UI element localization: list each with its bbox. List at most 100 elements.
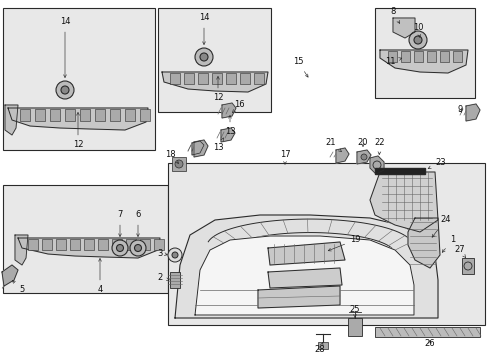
Polygon shape [5, 105, 18, 135]
Text: 26: 26 [424, 339, 434, 348]
Circle shape [134, 244, 141, 252]
Circle shape [175, 160, 183, 168]
Bar [183, 73, 194, 84]
Bar [95, 109, 105, 121]
Text: 15: 15 [292, 58, 307, 77]
Text: 23: 23 [427, 158, 445, 169]
Text: 14: 14 [198, 13, 209, 45]
Circle shape [200, 53, 207, 61]
Text: 21: 21 [325, 139, 341, 152]
Text: 2: 2 [158, 274, 169, 283]
Text: 6: 6 [135, 211, 141, 237]
Circle shape [172, 252, 178, 258]
Polygon shape [374, 168, 424, 174]
Bar [400, 51, 409, 62]
Text: 24: 24 [431, 216, 449, 237]
Circle shape [408, 31, 426, 49]
Polygon shape [15, 235, 28, 265]
Bar [168, 163, 484, 325]
Circle shape [413, 36, 421, 44]
Bar [140, 109, 150, 121]
Bar [347, 318, 361, 336]
Text: 18: 18 [165, 150, 178, 163]
Circle shape [61, 86, 69, 94]
Text: 1: 1 [441, 235, 454, 252]
Polygon shape [356, 150, 370, 164]
Bar [413, 51, 422, 62]
Bar [317, 342, 327, 349]
Bar [56, 239, 66, 250]
Bar [126, 239, 136, 250]
Polygon shape [392, 18, 414, 38]
Text: 19: 19 [327, 235, 360, 251]
Polygon shape [465, 104, 479, 121]
Bar [374, 8, 474, 98]
Bar [20, 109, 30, 121]
Polygon shape [379, 50, 467, 73]
Polygon shape [335, 148, 348, 163]
Text: 13: 13 [212, 138, 223, 153]
Bar [80, 109, 90, 121]
Bar [172, 157, 185, 171]
Text: 28: 28 [314, 342, 325, 355]
Bar [253, 73, 264, 84]
Bar [84, 239, 94, 250]
Bar [3, 185, 168, 293]
Bar [70, 239, 80, 250]
Bar [212, 73, 222, 84]
Bar [461, 258, 473, 274]
Text: 16: 16 [232, 100, 244, 113]
Bar [225, 73, 236, 84]
Bar [42, 239, 52, 250]
Polygon shape [8, 108, 148, 130]
Polygon shape [221, 128, 235, 142]
Circle shape [195, 48, 213, 66]
Text: 17: 17 [279, 150, 290, 164]
Bar [65, 109, 75, 121]
Bar [170, 73, 180, 84]
Polygon shape [208, 219, 411, 251]
Text: 8: 8 [389, 8, 399, 23]
Bar [140, 239, 150, 250]
Polygon shape [407, 218, 439, 268]
Polygon shape [175, 215, 437, 318]
Bar [170, 272, 180, 288]
Text: 9: 9 [457, 105, 462, 114]
Text: 13: 13 [224, 116, 235, 136]
Text: 12: 12 [73, 112, 83, 149]
Polygon shape [195, 236, 413, 315]
Text: 27: 27 [453, 246, 465, 257]
Polygon shape [258, 286, 339, 308]
Polygon shape [267, 268, 341, 288]
Bar [28, 239, 38, 250]
Bar [154, 239, 163, 250]
Circle shape [56, 81, 74, 99]
Bar [3, 8, 155, 150]
Text: 20: 20 [357, 139, 367, 148]
Text: 7: 7 [117, 211, 122, 237]
Polygon shape [369, 156, 383, 174]
Bar [125, 109, 135, 121]
Text: 12: 12 [212, 76, 223, 103]
Circle shape [130, 240, 146, 256]
Polygon shape [369, 172, 437, 232]
Bar [50, 109, 60, 121]
Text: 3: 3 [157, 248, 167, 257]
Bar [112, 239, 122, 250]
Text: 5: 5 [12, 280, 24, 294]
Bar [387, 51, 396, 62]
Polygon shape [222, 103, 236, 118]
Bar [98, 239, 108, 250]
Text: 25: 25 [349, 306, 360, 318]
Bar [110, 109, 120, 121]
Circle shape [112, 240, 128, 256]
Bar [426, 51, 435, 62]
Bar [452, 51, 461, 62]
Text: 10: 10 [412, 23, 423, 37]
Polygon shape [203, 272, 377, 299]
Text: 14: 14 [60, 18, 70, 77]
Circle shape [360, 154, 366, 160]
Bar [439, 51, 448, 62]
Text: 22: 22 [374, 139, 385, 154]
Text: 11: 11 [384, 58, 401, 67]
